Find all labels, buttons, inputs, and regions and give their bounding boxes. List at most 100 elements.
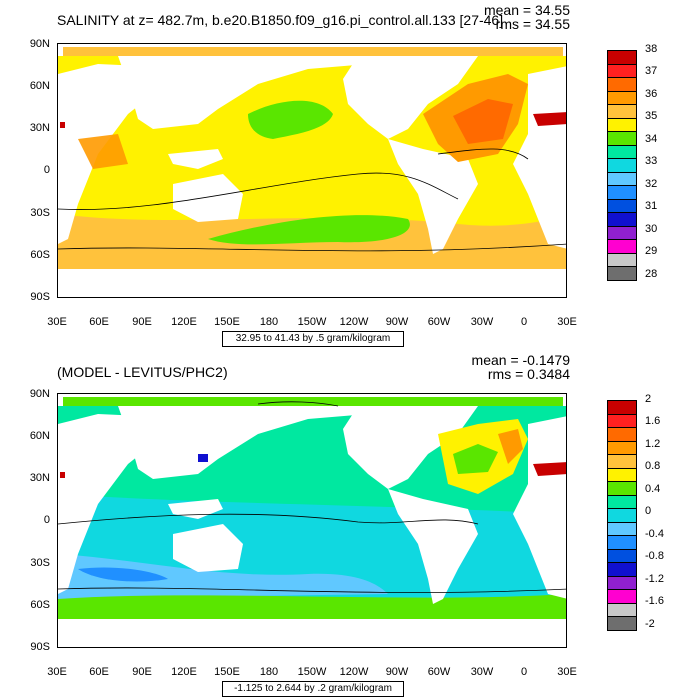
lon-label: 150W bbox=[297, 666, 327, 678]
rms-value: rms = 34.55 bbox=[495, 16, 570, 32]
antarctica bbox=[58, 619, 566, 647]
colorbar-swatch bbox=[607, 144, 637, 159]
contour bbox=[58, 513, 479, 525]
north-atlantic-core bbox=[453, 444, 498, 474]
colorbar-swatch bbox=[607, 454, 637, 469]
australia bbox=[173, 524, 243, 572]
colorbar-swatch bbox=[607, 481, 637, 496]
colorbar-swatch bbox=[607, 440, 637, 455]
lon-label: 60E bbox=[89, 666, 109, 678]
lon-label: 150W bbox=[297, 316, 327, 328]
colorbar-label: 1.6 bbox=[645, 415, 661, 428]
lat-label: 90S bbox=[30, 291, 50, 303]
lat-label: 0 bbox=[43, 514, 50, 526]
colorbar-swatch bbox=[607, 77, 637, 92]
lon-label: 90E bbox=[132, 316, 152, 328]
lon-label: 120E bbox=[171, 316, 197, 328]
colorbar-swatch bbox=[607, 562, 637, 577]
mean-value: mean = -0.1479 bbox=[471, 352, 570, 368]
mediterranean bbox=[533, 112, 566, 126]
lon-label: 180 bbox=[259, 316, 279, 328]
mean-value: mean = 34.55 bbox=[483, 2, 570, 18]
colorbar-label: 31 bbox=[645, 200, 658, 213]
lat-label: 30N bbox=[29, 122, 50, 134]
lon-label: 30E bbox=[47, 666, 67, 678]
colorbar-label: -1.2 bbox=[645, 572, 664, 585]
colorbar-swatch bbox=[607, 616, 637, 631]
lon-label: 0 bbox=[520, 666, 528, 678]
lon-label: 120E bbox=[171, 666, 197, 678]
contour bbox=[58, 243, 566, 252]
lat-label: 90S bbox=[30, 641, 50, 653]
colorbar-swatch bbox=[607, 427, 637, 442]
colorbar-label: 33 bbox=[645, 155, 658, 168]
colorbar-label: 38 bbox=[645, 43, 658, 55]
asia bbox=[118, 56, 368, 129]
contour bbox=[437, 148, 529, 160]
colorbar-label: 30 bbox=[645, 222, 658, 235]
colorbar-swatch bbox=[607, 63, 637, 78]
colorbar-label: 29 bbox=[645, 245, 658, 258]
colorbar-label: 2 bbox=[645, 393, 652, 405]
north-america bbox=[343, 406, 478, 489]
lat-label: 30N bbox=[29, 472, 50, 484]
lon-label: 30E bbox=[557, 666, 577, 678]
colorbar-swatch bbox=[607, 117, 637, 132]
colorbar-swatch bbox=[607, 198, 637, 213]
lon-label: 60W bbox=[427, 666, 451, 678]
colorbar-swatch bbox=[607, 104, 637, 119]
antarctic-intermediate bbox=[208, 215, 410, 245]
strong-negative bbox=[78, 567, 168, 582]
colorbar-label: 35 bbox=[645, 110, 658, 123]
colorbar-label: 36 bbox=[645, 87, 658, 100]
red-sea-marker bbox=[60, 122, 65, 128]
colorbar-swatch bbox=[607, 212, 637, 227]
contour bbox=[257, 401, 339, 407]
colorbar-label: -0.8 bbox=[645, 550, 664, 563]
colorbar-swatch bbox=[607, 266, 637, 281]
colorbar-label: -0.4 bbox=[645, 527, 664, 540]
colorbar-label: 1.2 bbox=[645, 437, 661, 450]
difference-map-graphic bbox=[58, 394, 566, 647]
lon-label: 30E bbox=[557, 316, 577, 328]
lon-label: 120W bbox=[339, 316, 369, 328]
lat-label: 90N bbox=[29, 38, 50, 50]
lon-label: 30W bbox=[470, 666, 494, 678]
lon-label: 150E bbox=[214, 666, 240, 678]
lon-label: 90E bbox=[132, 666, 152, 678]
lat-label: 90N bbox=[29, 388, 50, 400]
colorbar-label: 0.4 bbox=[645, 482, 661, 495]
colorbar-swatch bbox=[607, 131, 637, 146]
africa-eurasia bbox=[58, 64, 153, 244]
salinity-panel: SALINITY at z= 482.7m, b.e20.B1850.f09_g… bbox=[29, 2, 658, 347]
colorbar-swatch bbox=[607, 575, 637, 590]
rms-value: rms = 0.3484 bbox=[487, 366, 570, 382]
panel-title: SALINITY at z= 482.7m, b.e20.B1850.f09_g… bbox=[57, 12, 504, 28]
colorbar-swatch bbox=[607, 400, 637, 415]
lat-label: 30S bbox=[30, 207, 50, 219]
antarctica bbox=[58, 269, 566, 297]
colorbar-label: -1.6 bbox=[645, 595, 664, 608]
contour-range-label: 32.95 to 41.43 by .5 gram/kilogram bbox=[222, 331, 404, 347]
colorbar-swatch bbox=[607, 413, 637, 428]
colorbar-swatch bbox=[607, 239, 637, 254]
colorbar-swatch bbox=[607, 252, 637, 267]
arctic-band bbox=[63, 47, 563, 56]
north-pacific-tongue bbox=[248, 100, 333, 139]
arabian-sea bbox=[78, 134, 128, 169]
colorbar-label: 0.8 bbox=[645, 460, 661, 473]
southern-positive bbox=[58, 594, 566, 619]
colorbar-swatch bbox=[607, 185, 637, 200]
north-atlantic-core bbox=[453, 99, 513, 144]
colorbar-swatch bbox=[607, 171, 637, 186]
south-america bbox=[388, 139, 478, 254]
colorbar-swatch bbox=[607, 548, 637, 563]
contour bbox=[58, 172, 459, 210]
indonesia bbox=[168, 149, 223, 169]
arctic-band bbox=[63, 397, 563, 406]
colorbar-swatch bbox=[607, 467, 637, 482]
colorbar-swatch bbox=[607, 535, 637, 550]
contour-range-label: -1.125 to 2.644 by .2 gram/kilogram bbox=[222, 681, 404, 697]
difference-panel: (MODEL - LEVITUS/PHC2) mean = -0.1479 rm… bbox=[0, 350, 700, 700]
south-america bbox=[388, 489, 478, 604]
